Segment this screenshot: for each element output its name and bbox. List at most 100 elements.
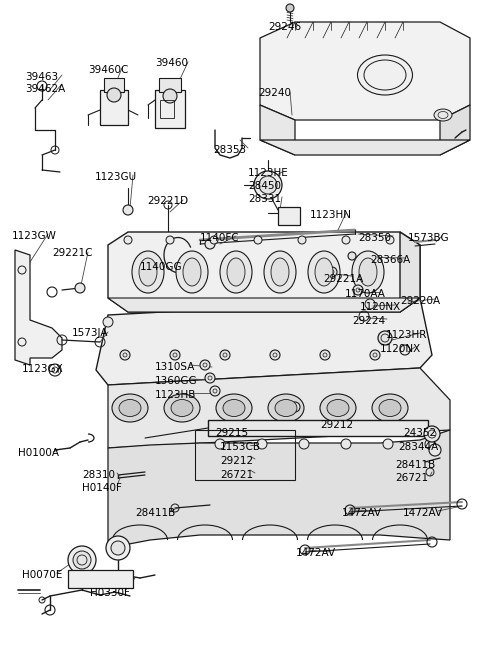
Circle shape (383, 439, 393, 449)
Text: H0100A: H0100A (18, 448, 59, 458)
Circle shape (270, 350, 280, 360)
Text: 1123HE: 1123HE (248, 168, 289, 178)
Text: 39463: 39463 (25, 72, 58, 82)
Text: 29221D: 29221D (147, 196, 188, 206)
Circle shape (378, 331, 392, 345)
Polygon shape (96, 298, 432, 385)
Text: 28350: 28350 (358, 233, 391, 243)
Polygon shape (108, 368, 450, 448)
Ellipse shape (268, 394, 304, 422)
Text: 29246: 29246 (268, 22, 301, 32)
Polygon shape (108, 232, 420, 312)
Circle shape (205, 239, 215, 249)
Ellipse shape (271, 258, 289, 286)
Text: 29215: 29215 (215, 428, 248, 438)
Polygon shape (260, 22, 470, 120)
Ellipse shape (227, 258, 245, 286)
Circle shape (75, 283, 85, 293)
Text: 1310SA: 1310SA (155, 362, 195, 372)
Circle shape (186, 272, 198, 284)
Circle shape (124, 236, 132, 244)
Text: H0330F: H0330F (90, 588, 130, 598)
Circle shape (254, 236, 262, 244)
Ellipse shape (379, 400, 401, 417)
Text: 1472AV: 1472AV (403, 508, 443, 518)
Ellipse shape (327, 400, 349, 417)
Ellipse shape (171, 400, 193, 417)
Ellipse shape (359, 258, 377, 286)
Text: 28344A: 28344A (398, 442, 438, 452)
Ellipse shape (132, 251, 164, 293)
Bar (208, 420, 428, 436)
Circle shape (290, 402, 300, 412)
Text: 1573JA: 1573JA (72, 328, 108, 338)
Circle shape (220, 350, 230, 360)
Bar (159, 78, 181, 92)
Ellipse shape (275, 400, 297, 417)
Text: H0070E: H0070E (22, 570, 62, 580)
Text: 29220A: 29220A (400, 296, 440, 306)
Circle shape (259, 176, 277, 194)
Circle shape (370, 350, 380, 360)
Bar (100, 90, 128, 125)
Circle shape (425, 439, 435, 449)
Text: 1123GW: 1123GW (12, 231, 57, 241)
Ellipse shape (315, 258, 333, 286)
Text: 28450: 28450 (248, 181, 281, 191)
Circle shape (107, 88, 121, 102)
Circle shape (254, 171, 282, 199)
Polygon shape (260, 140, 470, 155)
Text: 1153CB: 1153CB (220, 442, 261, 452)
Text: 28411B: 28411B (135, 508, 175, 518)
Text: 24352: 24352 (403, 428, 436, 438)
Circle shape (424, 426, 440, 442)
Circle shape (163, 89, 177, 103)
Ellipse shape (320, 394, 356, 422)
Text: 1170AA: 1170AA (345, 289, 386, 299)
Circle shape (170, 350, 180, 360)
Circle shape (215, 439, 225, 449)
Ellipse shape (372, 394, 408, 422)
Text: 39462A: 39462A (25, 84, 65, 94)
Circle shape (103, 317, 113, 327)
Circle shape (120, 350, 130, 360)
Ellipse shape (139, 258, 157, 286)
Circle shape (210, 386, 220, 396)
Ellipse shape (112, 394, 148, 422)
Bar (155, 90, 185, 128)
Circle shape (298, 236, 306, 244)
Text: 1120NX: 1120NX (360, 302, 401, 312)
Ellipse shape (364, 60, 406, 90)
Bar (68, 570, 133, 588)
Ellipse shape (183, 258, 201, 286)
Text: 1140FC: 1140FC (200, 233, 240, 243)
Text: 1123HR: 1123HR (386, 330, 427, 340)
Text: 26721: 26721 (395, 473, 428, 483)
Text: 1120NX: 1120NX (380, 344, 421, 354)
Ellipse shape (223, 400, 245, 417)
Ellipse shape (308, 251, 340, 293)
Ellipse shape (352, 251, 384, 293)
Circle shape (348, 252, 356, 260)
Text: 28310: 28310 (82, 470, 115, 480)
Text: 28411B: 28411B (395, 460, 435, 470)
Circle shape (342, 236, 350, 244)
Polygon shape (108, 430, 450, 548)
Text: 1472AV: 1472AV (296, 548, 336, 558)
Circle shape (73, 551, 91, 569)
Text: 29212: 29212 (320, 420, 353, 430)
Ellipse shape (216, 394, 252, 422)
Text: 28353: 28353 (213, 145, 246, 155)
Text: 29212: 29212 (220, 456, 253, 466)
Polygon shape (400, 232, 420, 312)
Bar (104, 78, 124, 92)
Text: 1123HN: 1123HN (310, 210, 352, 220)
Ellipse shape (264, 251, 296, 293)
Text: 1123GX: 1123GX (22, 364, 64, 374)
Ellipse shape (164, 394, 200, 422)
Polygon shape (15, 250, 62, 365)
Circle shape (205, 373, 215, 383)
Text: 1360GG: 1360GG (155, 376, 198, 386)
Text: 29224: 29224 (352, 316, 385, 326)
Bar (278, 207, 300, 225)
